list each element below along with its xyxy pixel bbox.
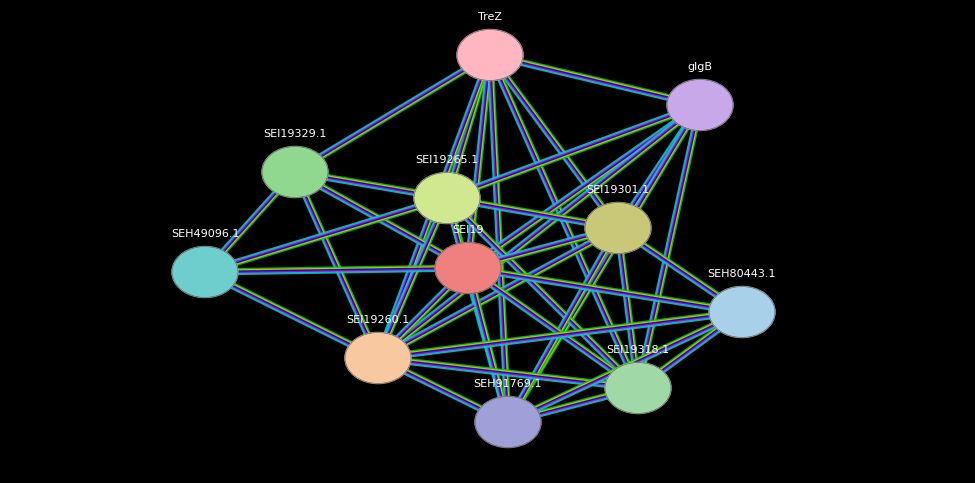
- Ellipse shape: [414, 172, 480, 224]
- Ellipse shape: [262, 146, 328, 198]
- Text: SEH80443.1: SEH80443.1: [708, 269, 776, 279]
- Text: SEH49096.1: SEH49096.1: [171, 229, 239, 239]
- Text: SEI19301.1: SEI19301.1: [586, 185, 649, 195]
- Text: SEI19260.1: SEI19260.1: [346, 315, 410, 325]
- Ellipse shape: [709, 286, 775, 338]
- Text: TreZ: TreZ: [478, 12, 502, 22]
- Text: SEI19: SEI19: [452, 225, 484, 235]
- Text: SEI19329.1: SEI19329.1: [263, 129, 327, 139]
- Ellipse shape: [172, 246, 238, 298]
- Ellipse shape: [475, 397, 541, 448]
- Text: glgB: glgB: [687, 62, 713, 72]
- Ellipse shape: [345, 332, 411, 384]
- Text: SEI19265.1: SEI19265.1: [415, 155, 479, 165]
- Ellipse shape: [435, 242, 501, 294]
- Ellipse shape: [667, 80, 733, 130]
- Ellipse shape: [585, 202, 651, 254]
- Ellipse shape: [605, 363, 671, 413]
- Text: SEH91769.1: SEH91769.1: [474, 379, 542, 389]
- Text: SEI19318.1: SEI19318.1: [606, 345, 670, 355]
- Ellipse shape: [457, 29, 523, 81]
